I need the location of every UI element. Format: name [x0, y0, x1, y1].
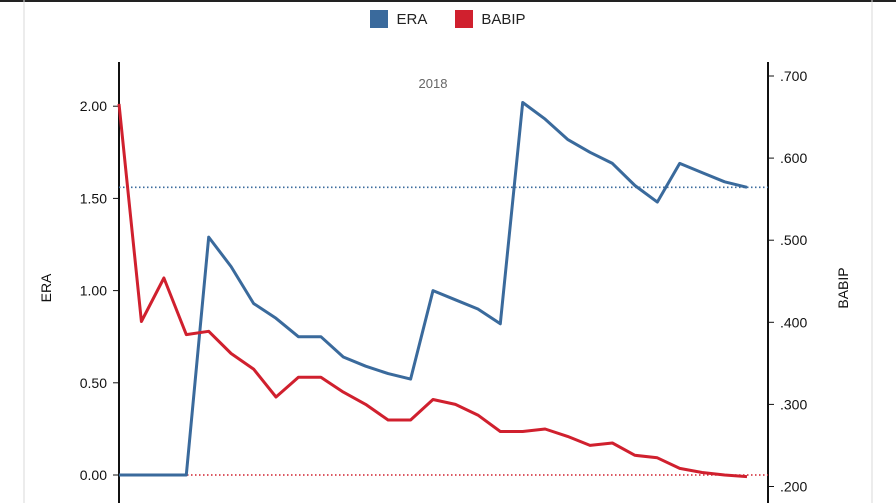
legend: ERA BABIP: [0, 10, 896, 28]
legend-item-babip[interactable]: BABIP: [455, 10, 526, 28]
y-right-tick-label: .700: [780, 68, 807, 84]
series-line-babip: [117, 103, 748, 479]
y-left-tick-label: 0.50: [80, 375, 107, 391]
legend-label-babip: BABIP: [481, 10, 526, 28]
legend-swatch-babip: [455, 10, 474, 28]
y-right-tick-label: .300: [780, 396, 807, 412]
legend-label-era: ERA: [396, 10, 428, 28]
plot-area: 0.00 0.50 1.00 1.50 2.00 .200 .300 .400 .500 .600…: [38, 62, 851, 503]
y-right-tick-label: .200: [780, 479, 807, 495]
legend-item-era[interactable]: ERA: [370, 10, 427, 28]
y-left-tick-label: 1.00: [80, 283, 107, 299]
y-right-tick-label: .500: [780, 232, 807, 248]
y-right-axis-label: BABIP: [835, 267, 851, 308]
series-line-era: [119, 101, 748, 477]
legend-swatch-era: [370, 10, 389, 28]
y-right-tick-label: .400: [780, 314, 807, 330]
y-left-tick-label: 2.00: [80, 98, 107, 114]
y-left-tick-label: 0.00: [80, 467, 107, 483]
year-label: 2018: [419, 76, 448, 91]
y-left-axis-label: ERA: [38, 273, 54, 302]
y-right-tick-label: .600: [780, 150, 807, 166]
y-left-tick-label: 1.50: [80, 190, 107, 206]
